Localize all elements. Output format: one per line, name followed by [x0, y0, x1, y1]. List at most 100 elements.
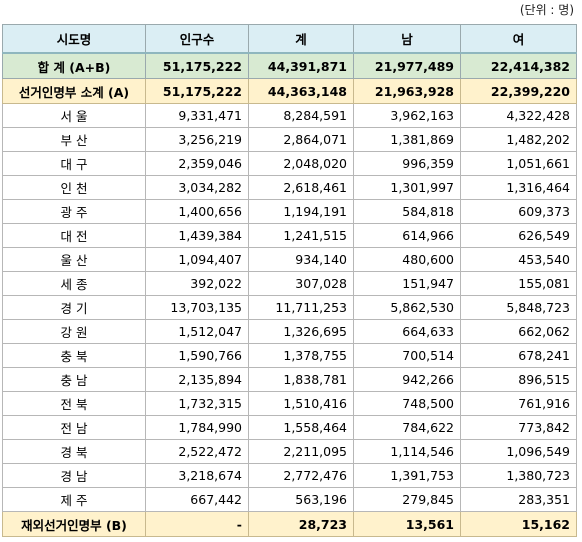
abroad-female: 15,162 [460, 511, 577, 537]
region-sum: 307,028 [248, 271, 354, 296]
total-male: 21,977,489 [353, 52, 461, 79]
total-sum: 44,391,871 [248, 52, 354, 79]
region-female: 453,540 [460, 247, 577, 272]
subtotal-sum: 44,363,148 [248, 78, 354, 104]
region-male: 3,962,163 [353, 103, 461, 128]
region-sum: 1,510,416 [248, 391, 354, 416]
region-female: 283,351 [460, 487, 577, 512]
region-male: 748,500 [353, 391, 461, 416]
region-male: 942,266 [353, 367, 461, 392]
region-population: 2,135,894 [145, 367, 249, 392]
region-male: 5,862,530 [353, 295, 461, 320]
region-name: 경 기 [2, 295, 146, 320]
region-name: 충 남 [2, 367, 146, 392]
region-population: 1,732,315 [145, 391, 249, 416]
total-row: 합 계 (A+B) 51,175,222 44,391,871 21,977,4… [2, 52, 577, 79]
region-male: 614,966 [353, 223, 461, 248]
table-row: 광 주 1,400,656 1,194,191 584,818 609,373 [2, 199, 577, 224]
region-name: 인 천 [2, 175, 146, 200]
region-population: 392,022 [145, 271, 249, 296]
region-name: 광 주 [2, 199, 146, 224]
region-name: 서 울 [2, 103, 146, 128]
region-sum: 1,326,695 [248, 319, 354, 344]
header-female: 여 [460, 24, 577, 54]
header-row: 시도명 인구수 계 남 여 [2, 24, 577, 54]
region-male: 151,947 [353, 271, 461, 296]
table-row: 울 산 1,094,407 934,140 480,600 453,540 [2, 247, 577, 272]
region-sum: 2,211,095 [248, 439, 354, 464]
region-male: 279,845 [353, 487, 461, 512]
unit-label: (단위 : 명) [519, 3, 574, 17]
region-female: 1,316,464 [460, 175, 577, 200]
region-sum: 11,711,253 [248, 295, 354, 320]
region-name: 전 북 [2, 391, 146, 416]
total-population: 51,175,222 [145, 52, 249, 79]
abroad-row: 재외선거인명부 (B) - 28,723 13,561 15,162 [2, 511, 577, 537]
region-name: 대 구 [2, 151, 146, 176]
region-sum: 1,558,464 [248, 415, 354, 440]
region-population: 1,784,990 [145, 415, 249, 440]
region-population: 1,400,656 [145, 199, 249, 224]
region-population: 1,439,384 [145, 223, 249, 248]
region-sum: 8,284,591 [248, 103, 354, 128]
region-female: 155,081 [460, 271, 577, 296]
table-row: 전 북 1,732,315 1,510,416 748,500 761,916 [2, 391, 577, 416]
region-population: 13,703,135 [145, 295, 249, 320]
region-sum: 934,140 [248, 247, 354, 272]
table-row: 대 전 1,439,384 1,241,515 614,966 626,549 [2, 223, 577, 248]
subtotal-female: 22,399,220 [460, 78, 577, 104]
region-male: 784,622 [353, 415, 461, 440]
region-female: 4,322,428 [460, 103, 577, 128]
region-population: 1,512,047 [145, 319, 249, 344]
region-sum: 1,378,755 [248, 343, 354, 368]
table-row: 인 천 3,034,282 2,618,461 1,301,997 1,316,464 [2, 175, 577, 200]
region-female: 773,842 [460, 415, 577, 440]
region-population: 3,218,674 [145, 463, 249, 488]
region-sum: 2,618,461 [248, 175, 354, 200]
region-name: 강 원 [2, 319, 146, 344]
region-male: 1,381,869 [353, 127, 461, 152]
abroad-population: - [145, 511, 249, 537]
region-population: 3,034,282 [145, 175, 249, 200]
region-population: 1,094,407 [145, 247, 249, 272]
region-name: 경 북 [2, 439, 146, 464]
region-name: 부 산 [2, 127, 146, 152]
region-name: 제 주 [2, 487, 146, 512]
header-sum: 계 [248, 24, 354, 54]
table-row: 전 남 1,784,990 1,558,464 784,622 773,842 [2, 415, 577, 440]
region-male: 664,633 [353, 319, 461, 344]
abroad-name: 재외선거인명부 (B) [2, 511, 146, 537]
region-name: 울 산 [2, 247, 146, 272]
region-female: 1,482,202 [460, 127, 577, 152]
region-population: 2,359,046 [145, 151, 249, 176]
region-female: 761,916 [460, 391, 577, 416]
region-male: 1,114,546 [353, 439, 461, 464]
table-row: 세 종 392,022 307,028 151,947 155,081 [2, 271, 577, 296]
region-name: 세 종 [2, 271, 146, 296]
abroad-sum: 28,723 [248, 511, 354, 537]
table-row: 강 원 1,512,047 1,326,695 664,633 662,062 [2, 319, 577, 344]
region-female: 1,051,661 [460, 151, 577, 176]
table-row: 대 구 2,359,046 2,048,020 996,359 1,051,661 [2, 151, 577, 176]
region-female: 662,062 [460, 319, 577, 344]
region-name: 대 전 [2, 223, 146, 248]
table-row: 제 주 667,442 563,196 279,845 283,351 [2, 487, 577, 512]
header-population: 인구수 [145, 24, 249, 54]
total-name: 합 계 (A+B) [2, 52, 146, 79]
region-sum: 1,838,781 [248, 367, 354, 392]
region-male: 584,818 [353, 199, 461, 224]
region-male: 1,391,753 [353, 463, 461, 488]
table-row: 경 남 3,218,674 2,772,476 1,391,753 1,380,723 [2, 463, 577, 488]
region-sum: 2,048,020 [248, 151, 354, 176]
region-female: 609,373 [460, 199, 577, 224]
region-population: 9,331,471 [145, 103, 249, 128]
abroad-male: 13,561 [353, 511, 461, 537]
region-male: 996,359 [353, 151, 461, 176]
region-male: 480,600 [353, 247, 461, 272]
table-row: 서 울 9,331,471 8,284,591 3,962,163 4,322,428 [2, 103, 577, 128]
region-sum: 563,196 [248, 487, 354, 512]
table-row: 부 산 3,256,219 2,864,071 1,381,869 1,482,202 [2, 127, 577, 152]
table-row: 경 북 2,522,472 2,211,095 1,114,546 1,096,549 [2, 439, 577, 464]
region-sum: 2,772,476 [248, 463, 354, 488]
region-population: 2,522,472 [145, 439, 249, 464]
